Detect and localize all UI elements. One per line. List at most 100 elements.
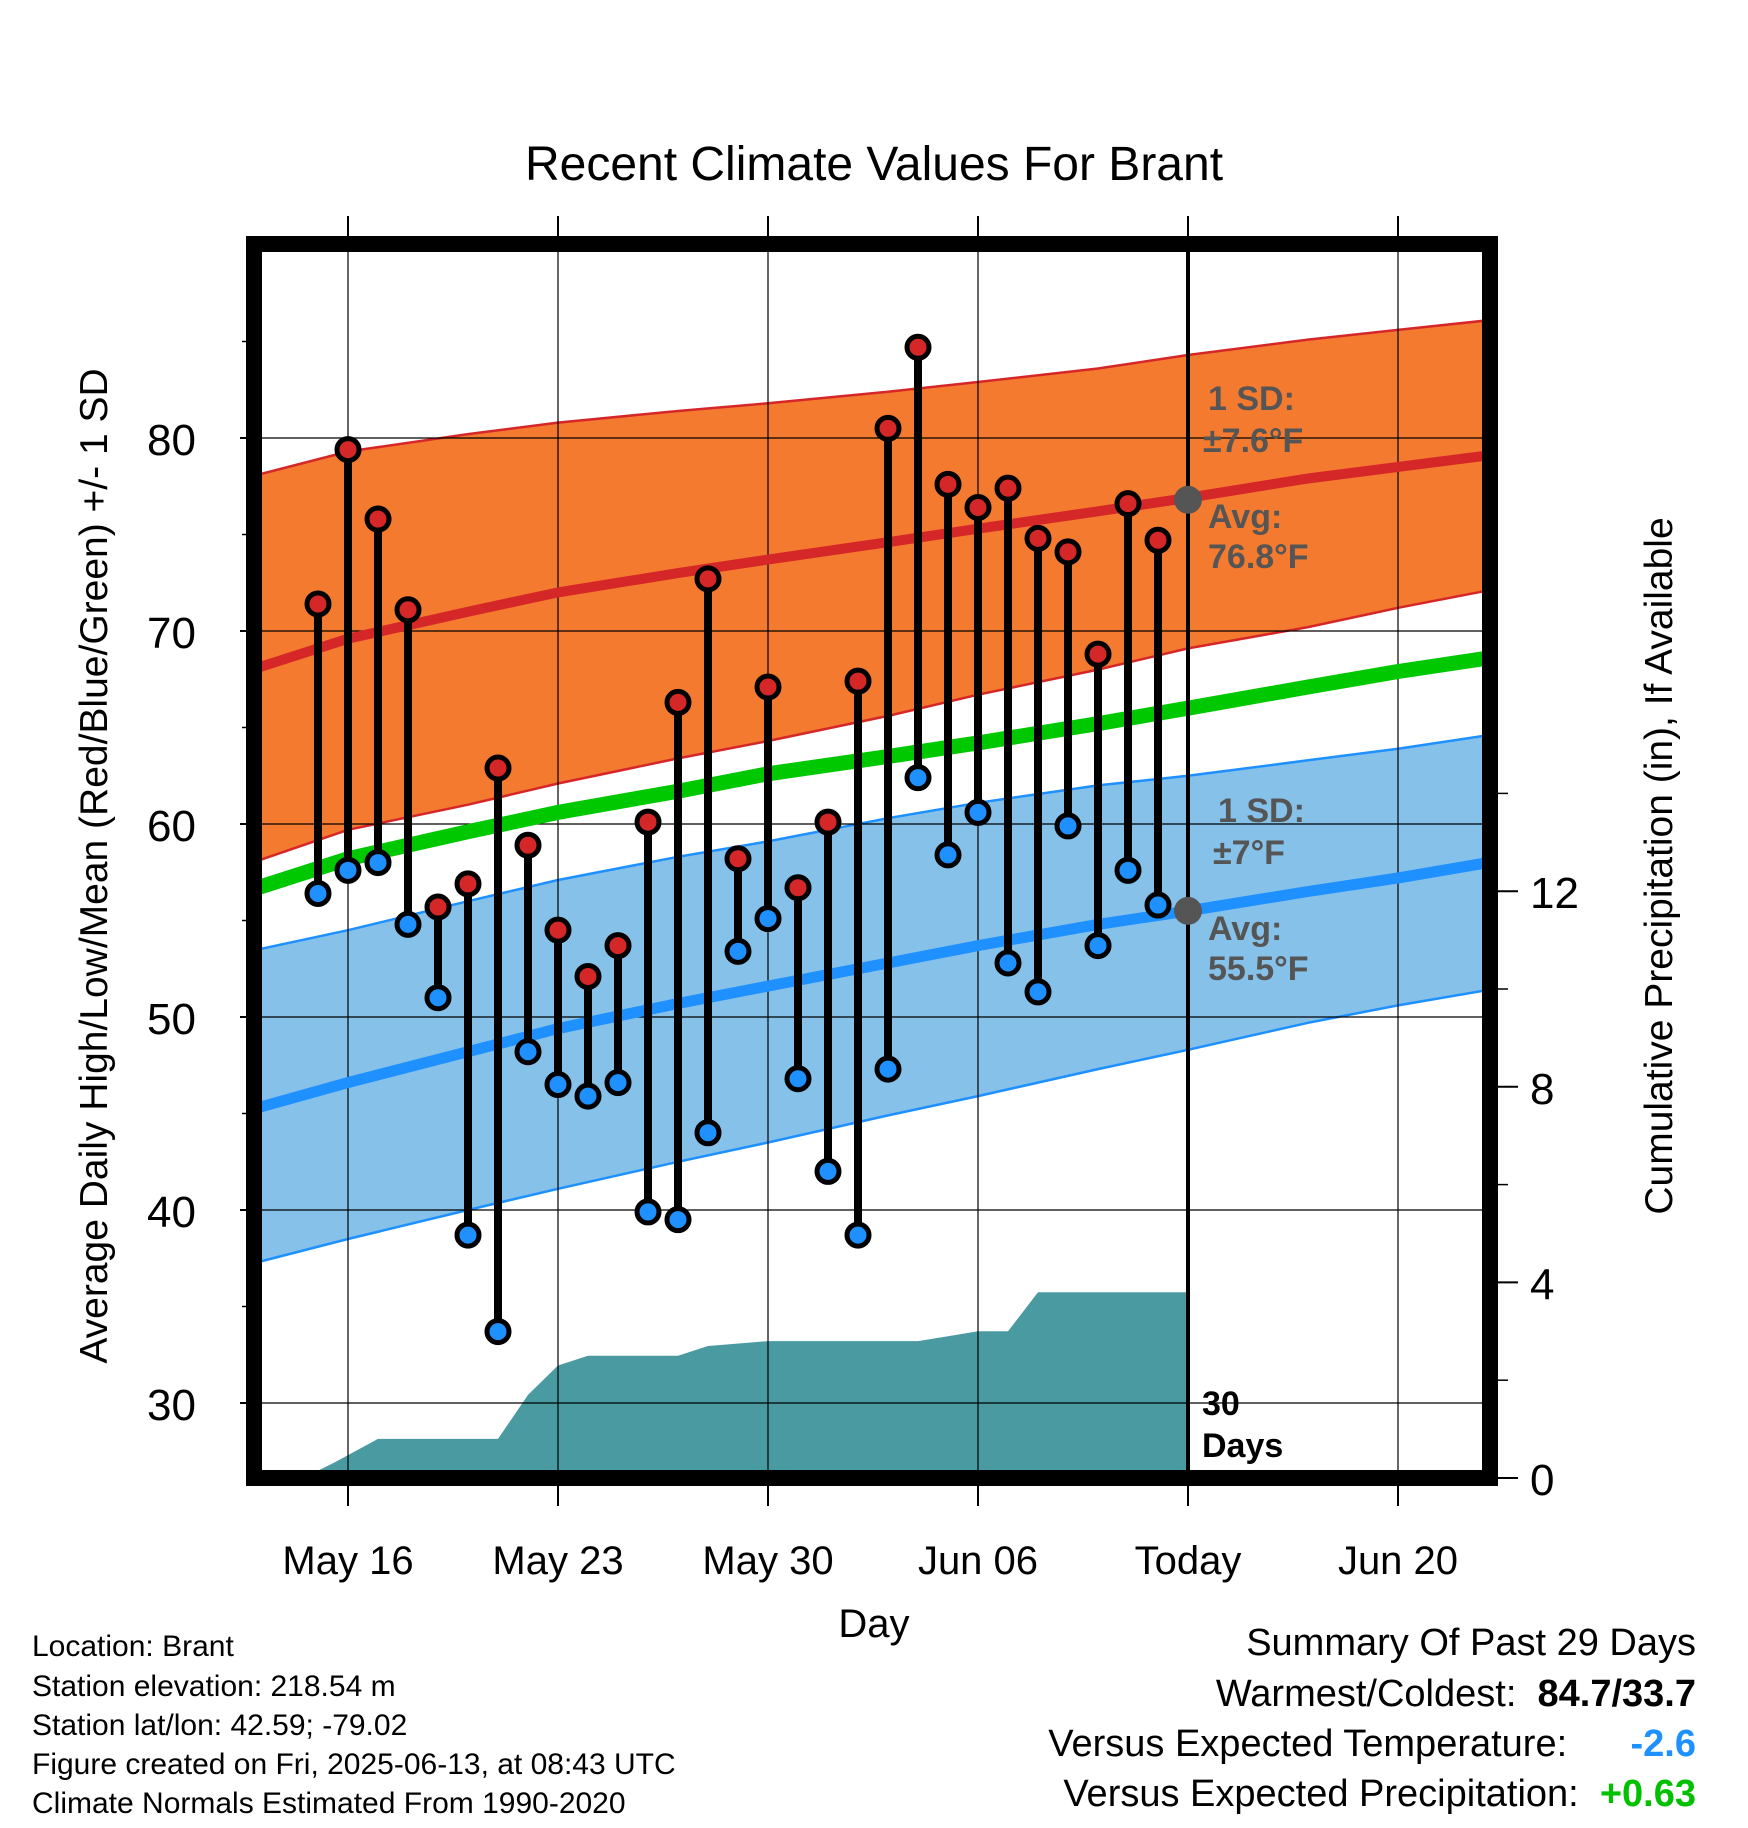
high-point [694, 565, 722, 593]
summary-title: Summary Of Past 29 Days [1246, 1622, 1696, 1664]
high-plus-sd-line [262, 319, 1482, 475]
low-point [334, 856, 362, 884]
low-point [424, 984, 452, 1012]
high-point [1054, 538, 1082, 566]
x-axis-label: Day [838, 1602, 909, 1646]
low-point [1024, 978, 1052, 1006]
high-sd-label: 1 SD: [1208, 380, 1295, 418]
summary-temp-label: Versus Expected Temperature: [1048, 1723, 1568, 1765]
low-sd-band [262, 736, 1482, 1262]
low-point [304, 879, 332, 907]
high-point [334, 436, 362, 464]
x-tick-label: May 30 [702, 1539, 833, 1583]
low-point [1054, 812, 1082, 840]
low-point [934, 841, 962, 869]
low-point [484, 1318, 512, 1346]
high-point [544, 916, 572, 944]
high-point [634, 808, 662, 836]
high-point [514, 831, 542, 859]
x-tick-label: May 16 [282, 1539, 413, 1583]
high-point [754, 673, 782, 701]
low-point [814, 1157, 842, 1185]
high-point [664, 688, 692, 716]
high-point [454, 870, 482, 898]
high-point [994, 474, 1022, 502]
high-point [394, 596, 422, 624]
meta-elevation: Station elevation: 218.54 m [32, 1670, 396, 1703]
high-point [1084, 640, 1112, 668]
plot-frame [246, 236, 1498, 1486]
high-point [424, 893, 452, 921]
high-point [904, 333, 932, 361]
low-point [1144, 891, 1172, 919]
low-avg-label: Avg: [1208, 910, 1282, 948]
low-point [1084, 932, 1112, 960]
days-count-label: 30 [1202, 1385, 1240, 1423]
y-tick-label: 60 [147, 802, 196, 851]
high-point [1024, 524, 1052, 552]
x-tick-label: May 23 [492, 1539, 623, 1583]
low-sd-value: ±7°F [1213, 834, 1285, 872]
meta-created: Figure created on Fri, 2025-06-13, at 08… [32, 1748, 676, 1781]
summary-warm-cold: Warmest/Coldest: 84.7/33.7 [1216, 1673, 1696, 1716]
meta-normals: Climate Normals Estimated From 1990-2020 [32, 1787, 626, 1820]
high-point [964, 493, 992, 521]
y-tick-label: 70 [147, 609, 196, 658]
plot-inner [262, 252, 1482, 1470]
low-point [964, 798, 992, 826]
y-tick-label: 80 [147, 416, 196, 465]
high-point [724, 845, 752, 873]
summary-precip-value: +0.63 [1599, 1773, 1696, 1815]
high-sd-band [262, 320, 1482, 860]
high-point [1144, 526, 1172, 554]
summary-temp-value: -2.6 [1630, 1723, 1696, 1765]
low-point [514, 1038, 542, 1066]
low-point [394, 910, 422, 938]
low-point [754, 905, 782, 933]
meta-location: Location: Brant [32, 1630, 234, 1663]
x-tick-label: Jun 20 [1338, 1539, 1458, 1583]
y-tick-label: 40 [147, 1188, 196, 1237]
low-point [904, 764, 932, 792]
high-point [934, 470, 962, 498]
low-point [364, 849, 392, 877]
low-point [1114, 856, 1142, 884]
high-point [784, 874, 812, 902]
high-sd-value: ±7.6°F [1203, 422, 1303, 460]
low-point [844, 1221, 872, 1249]
high-avg-label: Avg: [1208, 498, 1282, 536]
y2-tick-label: 4 [1530, 1260, 1554, 1309]
y-tick-label: 50 [147, 995, 196, 1044]
y2-tick-label: 12 [1530, 869, 1579, 918]
high-point [844, 667, 872, 695]
low-avg-today-marker [1174, 896, 1202, 925]
summary-warm-cold-value: 84.7/33.7 [1537, 1673, 1696, 1715]
x-tick-label: Today [1135, 1539, 1242, 1583]
high-point [874, 414, 902, 442]
y2-tick-label: 8 [1530, 1065, 1554, 1114]
summary-warm-cold-label: Warmest/Coldest: [1215, 1673, 1517, 1715]
low-point [724, 937, 752, 965]
high-point [304, 590, 332, 618]
summary-temp: Versus Expected Temperature: -2.6 [1048, 1723, 1696, 1766]
low-point [784, 1065, 812, 1093]
low-sd-label: 1 SD: [1218, 792, 1305, 830]
summary-precip: Versus Expected Precipitation: +0.63 [1063, 1773, 1696, 1816]
y2-tick-label: 0 [1530, 1456, 1554, 1505]
chart-title: Recent Climate Values For Brant [525, 138, 1223, 191]
y-tick-label: 30 [147, 1381, 196, 1430]
x-tick-label: Jun 06 [918, 1539, 1038, 1583]
high-point [604, 932, 632, 960]
low-point [634, 1198, 662, 1226]
low-point [994, 949, 1022, 977]
days-word-label: Days [1202, 1427, 1283, 1465]
high-avg-today-marker [1174, 485, 1202, 514]
meta-latlon: Station lat/lon: 42.59; -79.02 [32, 1709, 408, 1742]
low-point [454, 1221, 482, 1249]
y-axis-label: Average Daily High/Low/Mean (Red/Blue/Gr… [73, 368, 116, 1363]
high-point [574, 962, 602, 990]
low-point [694, 1119, 722, 1147]
low-point [604, 1069, 632, 1097]
